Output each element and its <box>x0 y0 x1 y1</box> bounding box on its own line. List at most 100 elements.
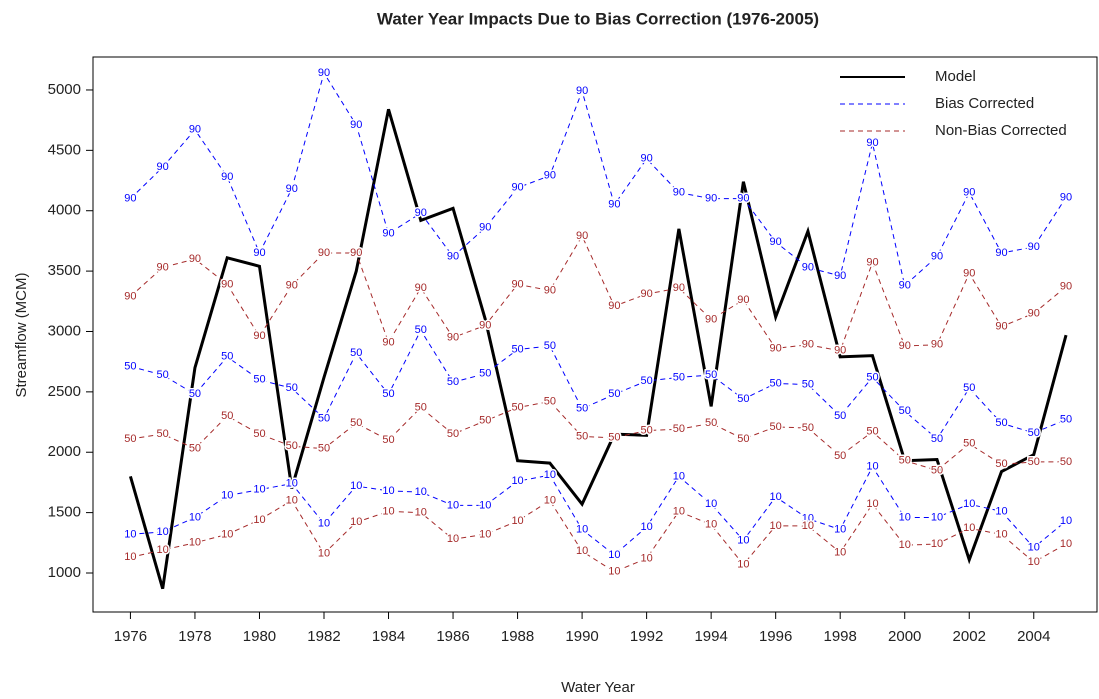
point-label: 50 <box>447 428 459 440</box>
point-label: 90 <box>640 288 652 300</box>
point-label: 90 <box>931 339 943 351</box>
point-label: 90 <box>511 182 523 194</box>
point-label: 90 <box>221 278 233 290</box>
point-label: 50 <box>189 443 201 455</box>
chart-title: Water Year Impacts Due to Bias Correctio… <box>377 9 819 28</box>
point-label: 10 <box>382 485 394 497</box>
point-label: 90 <box>253 330 265 342</box>
point-label: 50 <box>447 376 459 388</box>
point-label: 90 <box>124 193 136 205</box>
point-label: 90 <box>157 261 169 273</box>
point-label: 50 <box>1060 456 1072 468</box>
series-line <box>130 400 1067 471</box>
point-label: 50 <box>770 421 782 433</box>
point-label: 50 <box>415 324 427 336</box>
point-label: 50 <box>866 371 878 383</box>
point-label: 50 <box>221 351 233 363</box>
x-axis-label: Water Year <box>561 679 635 696</box>
point-label: 50 <box>802 422 814 434</box>
x-tick-label: 1994 <box>694 628 727 645</box>
x-tick-label: 2002 <box>953 628 986 645</box>
point-label: 90 <box>382 336 394 348</box>
point-label: 10 <box>608 566 620 578</box>
point-label: 10 <box>995 505 1007 517</box>
point-label: 10 <box>705 498 717 510</box>
point-label: 90 <box>866 137 878 149</box>
point-label: 50 <box>479 368 491 380</box>
x-tick-label: 1988 <box>501 628 534 645</box>
x-tick-label: 1998 <box>824 628 857 645</box>
point-label: 10 <box>673 470 685 482</box>
point-label: 90 <box>963 267 975 279</box>
point-label: 10 <box>802 513 814 525</box>
point-label: 90 <box>544 284 556 296</box>
point-label: 50 <box>640 424 652 436</box>
y-tick-label: 1000 <box>48 564 81 581</box>
point-label: 90 <box>899 340 911 352</box>
point-label: 50 <box>511 344 523 356</box>
point-label: 10 <box>318 517 330 529</box>
point-label: 10 <box>479 528 491 540</box>
point-label: 50 <box>286 440 298 452</box>
point-label: 50 <box>1028 427 1040 439</box>
point-label: 50 <box>802 379 814 391</box>
x-tick-label: 1990 <box>565 628 598 645</box>
point-label: 90 <box>995 247 1007 259</box>
plot-frame <box>92 56 1098 613</box>
series-line <box>130 71 1067 287</box>
point-label: 50 <box>415 401 427 413</box>
point-label: 50 <box>673 423 685 435</box>
y-tick-label: 4500 <box>48 141 81 158</box>
point-label: 10 <box>576 523 588 535</box>
point-label: 90 <box>1028 241 1040 253</box>
point-label: 10 <box>931 538 943 550</box>
point-label: 50 <box>350 417 362 429</box>
point-label: 50 <box>737 433 749 445</box>
point-label: 50 <box>544 340 556 352</box>
point-label: 90 <box>963 187 975 199</box>
point-label: 10 <box>157 544 169 556</box>
legend-label: Bias Corrected <box>935 95 1034 112</box>
point-label: 50 <box>382 434 394 446</box>
point-label: 50 <box>286 382 298 394</box>
series-line <box>130 329 1067 440</box>
point-label: 50 <box>963 382 975 394</box>
point-label: 90 <box>286 279 298 291</box>
point-label: 50 <box>737 393 749 405</box>
point-label: 10 <box>318 548 330 560</box>
point-label: 50 <box>189 388 201 400</box>
point-label: 90 <box>640 153 652 165</box>
x-tick-label: 2004 <box>1017 628 1050 645</box>
point-label: 90 <box>770 236 782 248</box>
point-label: 90 <box>189 253 201 265</box>
point-label: 90 <box>511 278 523 290</box>
point-label: 50 <box>899 405 911 417</box>
legend-label: Non-Bias Corrected <box>935 122 1067 139</box>
point-label: 10 <box>1028 542 1040 554</box>
point-label: 90 <box>931 251 943 263</box>
point-label: 50 <box>640 375 652 387</box>
point-label: 90 <box>221 171 233 183</box>
point-label: 90 <box>737 193 749 205</box>
point-label: 10 <box>866 498 878 510</box>
point-label: 50 <box>673 371 685 383</box>
point-label: 90 <box>1028 307 1040 319</box>
point-label: 90 <box>318 247 330 259</box>
point-label: 50 <box>995 417 1007 429</box>
point-label: 90 <box>899 279 911 291</box>
point-label: 10 <box>576 545 588 557</box>
point-label: 90 <box>415 207 427 219</box>
point-label: 10 <box>995 528 1007 540</box>
point-label: 10 <box>382 505 394 517</box>
series-line <box>128 108 1068 590</box>
point-label: 10 <box>221 490 233 502</box>
point-label: 50 <box>931 433 943 445</box>
point-label: 10 <box>899 511 911 523</box>
point-label: 10 <box>286 494 298 506</box>
point-label: 90 <box>1060 281 1072 293</box>
point-label: 50 <box>931 464 943 476</box>
point-label: 90 <box>608 199 620 211</box>
point-label: 50 <box>544 395 556 407</box>
point-label: 10 <box>157 526 169 538</box>
